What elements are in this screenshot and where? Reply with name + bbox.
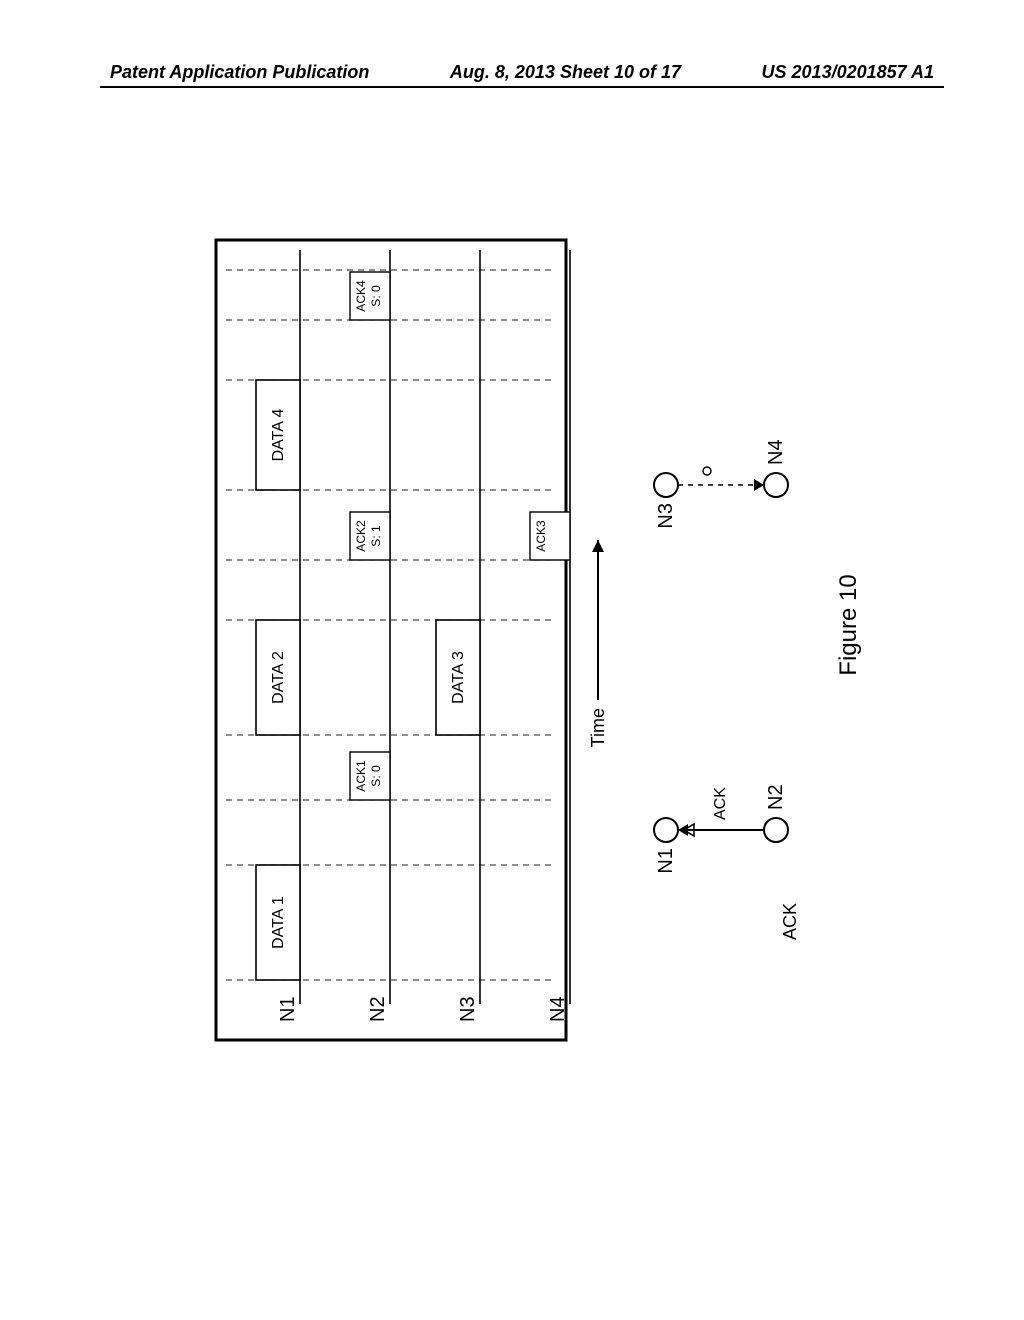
data-block-label: DATA 3	[450, 651, 467, 704]
lane-label: N2	[367, 996, 389, 1022]
ack-block-label: ACK1	[354, 760, 368, 792]
header-right: US 2013/0201857 A1	[762, 62, 934, 83]
lane-label: N1	[277, 996, 299, 1022]
time-label: Time	[588, 708, 608, 747]
header-center: Aug. 8, 2013 Sheet 10 of 17	[450, 62, 681, 83]
arrowhead-icon	[754, 479, 764, 491]
header-rule	[100, 86, 944, 88]
figure-svg: N1N2N3N4DATA 1DATA 2DATA 3DATA 4ACK1S: 0…	[196, 190, 876, 1060]
ack-block-label: ACK2	[354, 520, 368, 552]
page: Patent Application Publication Aug. 8, 2…	[0, 0, 1024, 1320]
edge-label: ACK	[712, 787, 729, 820]
ack-block-sublabel: S: 0	[369, 285, 383, 307]
page-header: Patent Application Publication Aug. 8, 2…	[110, 62, 934, 83]
ack-block-sublabel: S: 1	[369, 525, 383, 547]
figure-10: N1N2N3N4DATA 1DATA 2DATA 3DATA 4ACK1S: 0…	[196, 190, 826, 1060]
node-n2	[764, 818, 788, 842]
node-label: N2	[765, 784, 787, 810]
data-block-label: DATA 4	[270, 409, 287, 462]
node-n4	[764, 473, 788, 497]
lane-label: N3	[457, 996, 479, 1022]
node-label: N1	[655, 848, 677, 874]
lane-label: N4	[547, 996, 569, 1022]
ack-label-standalone: ACK	[780, 903, 800, 940]
data-block-label: DATA 1	[270, 896, 287, 949]
time-arrow-head	[592, 540, 604, 552]
data-block-label: DATA 2	[270, 651, 287, 704]
node-label: N4	[765, 439, 787, 465]
header-left: Patent Application Publication	[110, 62, 369, 83]
node-label: N3	[655, 503, 677, 529]
ack-block-label: ACK4	[354, 280, 368, 312]
node-n3	[654, 473, 678, 497]
ack-block-label: ACK3	[534, 520, 548, 552]
node-n1	[654, 818, 678, 842]
ack-block-sublabel: S: 0	[369, 765, 383, 787]
marker-icon	[703, 467, 711, 475]
figure-caption: Figure 10	[835, 574, 862, 675]
